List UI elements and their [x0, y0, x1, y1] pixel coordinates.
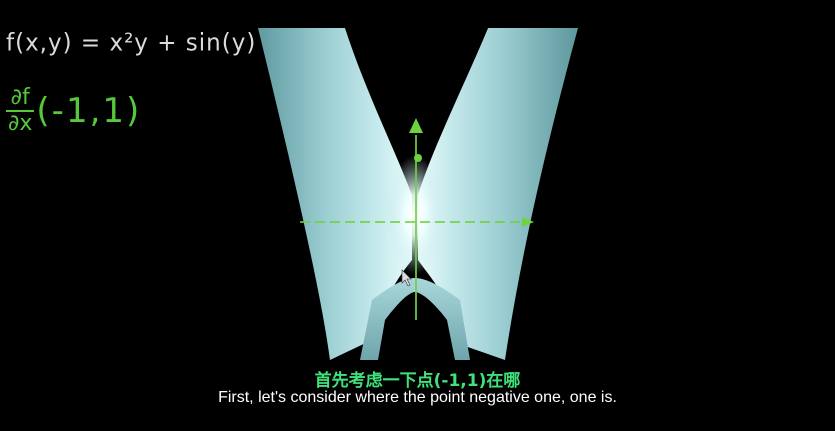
derivative-numerator: ∂f: [6, 86, 35, 112]
surface-right-arm: [418, 28, 578, 360]
x-axis-arrow-icon: [522, 217, 534, 227]
surface-left-arm: [258, 28, 412, 360]
subtitle-english: First, let's consider where the point ne…: [218, 389, 617, 406]
cursor-icon: [401, 269, 412, 287]
subtitle-chinese: 首先考虑一下点(-1,1)在哪: [314, 371, 521, 391]
surface-upper-gap: [345, 28, 488, 174]
axis-origin-dot: [414, 154, 422, 162]
derivative-point: (-1,1): [36, 91, 142, 131]
partial-derivative-expression: ∂f ∂x (-1,1): [6, 86, 141, 136]
derivative-denominator: ∂x: [8, 111, 33, 136]
surface-lower-gap: [378, 292, 455, 360]
derivative-fraction: ∂f ∂x: [6, 86, 35, 136]
function-formula: f(x,y) = x²y + sin(y): [6, 29, 257, 57]
z-axis-arrow-icon: [409, 118, 423, 133]
